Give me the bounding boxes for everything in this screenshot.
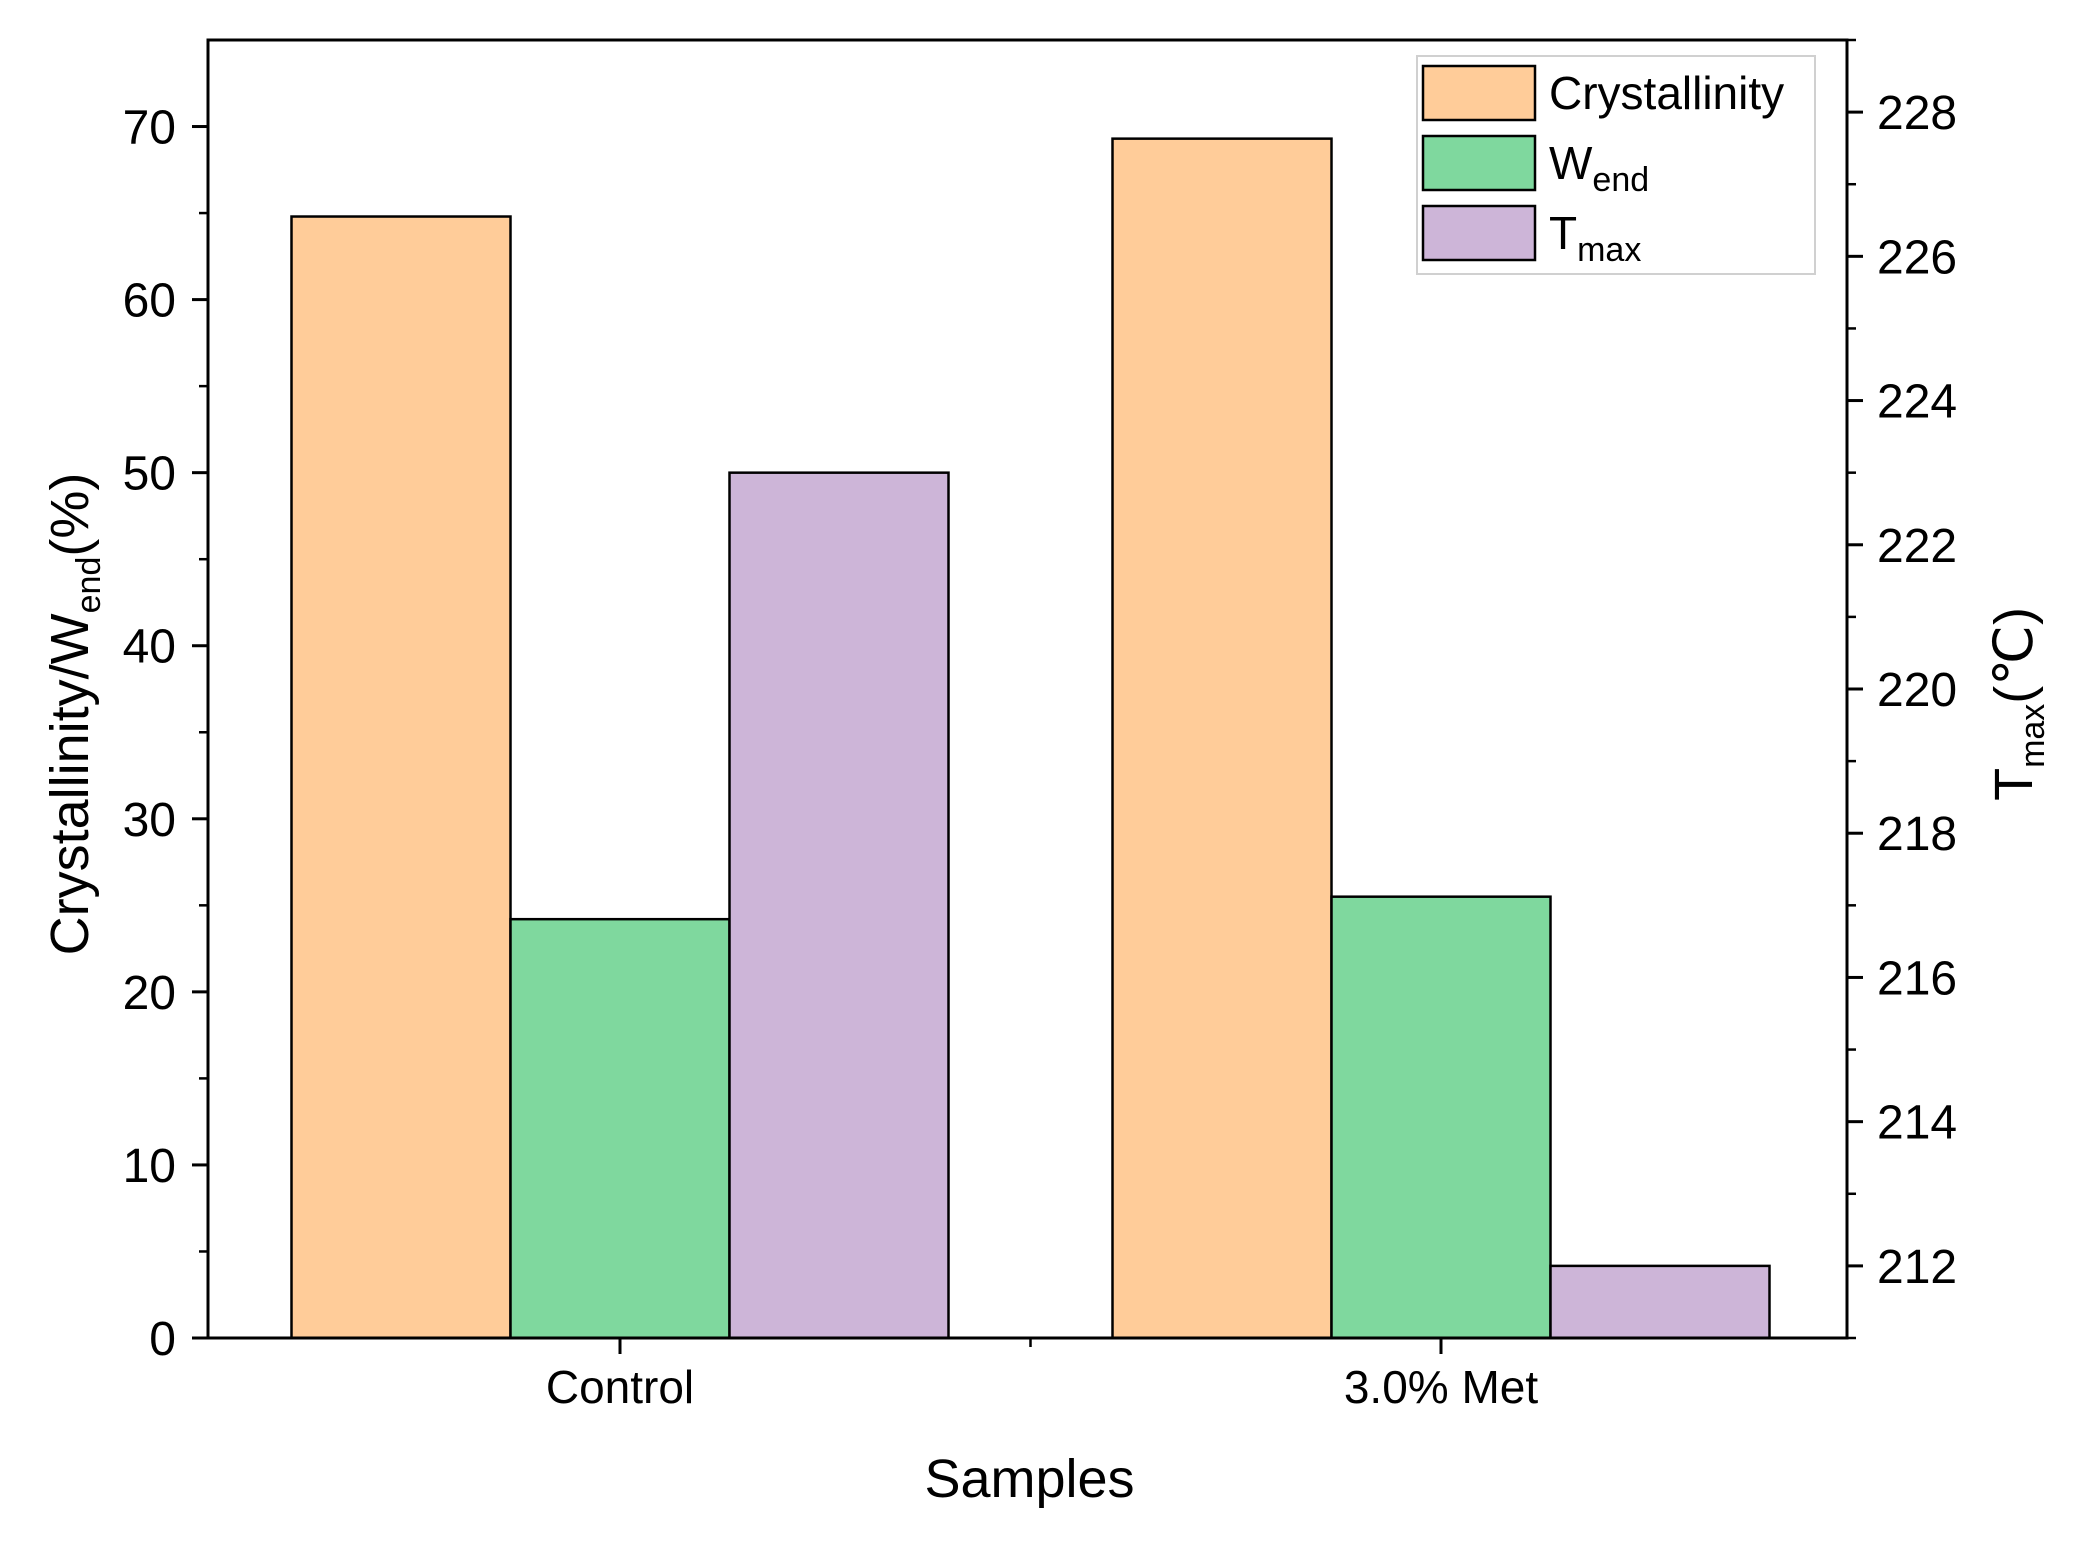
- legend-label: Tmax: [1549, 207, 1641, 269]
- right-tick-label: 220: [1877, 664, 1957, 717]
- bar-w-end-control: [509, 917, 731, 1340]
- legend-label: Wend: [1549, 137, 1649, 199]
- legend-label-main: T: [1549, 207, 1577, 259]
- bar-t-max-control: [728, 471, 950, 1340]
- left-axis-ticks: 0 10 20 30 40 50 60 70: [123, 102, 208, 1366]
- right-tick-label: 224: [1877, 376, 1957, 429]
- right-axis-title-suffix: (℃): [1984, 607, 2044, 704]
- right-axis-ticks: 212 214 216 218 220 222 224 226 228: [1847, 38, 1957, 1340]
- legend-swatch: [1421, 204, 1537, 262]
- bar-crystallinity-control: [290, 215, 512, 1340]
- right-tick-label: 222: [1877, 520, 1957, 573]
- left-tick-label: 30: [123, 794, 176, 847]
- legend-swatch: [1421, 64, 1537, 122]
- left-tick-label: 70: [123, 102, 176, 155]
- legend-label-main: Crystallinity: [1549, 67, 1784, 119]
- bars-group: [290, 137, 1771, 1340]
- right-tick-label: 226: [1877, 231, 1957, 284]
- legend-label-sub: max: [1577, 231, 1641, 269]
- bar-crystallinity-3-0-met: [1111, 137, 1333, 1340]
- right-axis-title-main: T: [1984, 768, 2044, 801]
- left-axis-title-suffix: (%): [40, 473, 100, 557]
- x-axis-title: Samples: [924, 1449, 1134, 1509]
- legend-label-sub: end: [1592, 161, 1649, 199]
- right-tick-label: 216: [1877, 952, 1957, 1005]
- left-tick-label: 10: [123, 1140, 176, 1193]
- left-axis-title-sub: end: [70, 557, 108, 614]
- left-tick-label: 0: [149, 1313, 176, 1366]
- left-tick-label: 20: [123, 967, 176, 1020]
- category-label: 3.0% Met: [1344, 1361, 1539, 1413]
- left-tick-label: 40: [123, 621, 176, 674]
- right-tick-label: 212: [1877, 1241, 1957, 1294]
- right-axis-title: Tmax(℃): [1984, 607, 2052, 801]
- legend-swatch: [1421, 134, 1537, 192]
- right-tick-label: 228: [1877, 87, 1957, 140]
- left-tick-label: 60: [123, 275, 176, 328]
- bar-w-end-3-0-met: [1330, 895, 1552, 1340]
- bar-t-max-3-0-met: [1549, 1264, 1771, 1340]
- left-axis-title-main: Crystallinity/W: [40, 613, 100, 955]
- legend: Crystallinity Wend Tmax: [1416, 55, 1816, 275]
- left-axis-title: Crystallinity/Wend(%): [40, 473, 108, 956]
- right-axis-title-sub: max: [2014, 704, 2052, 768]
- legend-label-main: W: [1549, 137, 1593, 189]
- left-tick-label: 50: [123, 448, 176, 501]
- x-axis-ticks: Control 3.0% Met: [546, 1338, 1539, 1413]
- right-tick-label: 214: [1877, 1097, 1957, 1150]
- right-tick-label: 218: [1877, 808, 1957, 861]
- legend-label: Crystallinity: [1549, 67, 1784, 119]
- category-label: Control: [546, 1361, 694, 1413]
